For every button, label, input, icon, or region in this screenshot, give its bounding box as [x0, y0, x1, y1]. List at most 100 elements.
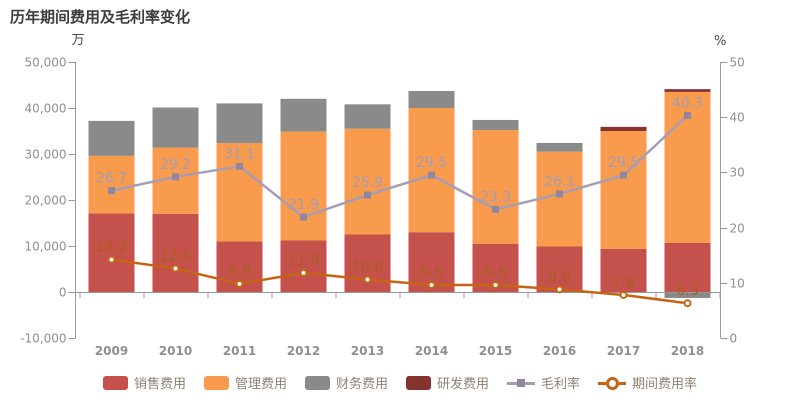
square-marker-icon	[517, 378, 526, 387]
data-label-period-expense-ratio-2017: 7.8	[612, 275, 634, 291]
data-label-period-expense-ratio-2013: 10.6	[352, 259, 383, 275]
data-label-gross-margin-2009: 26.7	[96, 171, 127, 187]
bar-segment-finance-expense-2016	[536, 142, 583, 152]
marker-gross-margin-2011	[236, 162, 243, 170]
legend-item-sales-expense[interactable]: 销售费用	[102, 373, 186, 392]
bar-segment-finance-expense-2014	[408, 90, 455, 108]
bar-segment-finance-expense-2012	[280, 98, 327, 132]
marker-gross-margin-2015	[492, 205, 499, 213]
x-axis-label-2010: 2010	[159, 344, 192, 358]
data-label-period-expense-ratio-2015: 9.6	[484, 265, 506, 281]
marker-gross-margin-2009	[108, 187, 115, 195]
marker-period-expense-ratio-2016	[555, 285, 564, 294]
bar-segment-admin-expense-2015	[472, 130, 519, 244]
bar-segment-rd-expense-2017	[600, 126, 647, 131]
legend-item-period-expense-ratio[interactable]: 期间费用率	[598, 373, 697, 392]
marker-gross-margin-2014	[428, 171, 435, 179]
x-axis-label-2018: 2018	[671, 344, 704, 358]
marker-period-expense-ratio-2011	[235, 279, 244, 288]
x-axis-label-2015: 2015	[479, 344, 512, 358]
x-axis-label-2013: 2013	[351, 344, 384, 358]
x-axis-label-2017: 2017	[607, 344, 640, 358]
data-label-gross-margin-2018: 40.3	[672, 96, 703, 112]
right-axis-tick-label: 30	[730, 166, 745, 180]
left-axis-tick-label: 20,000	[25, 194, 67, 208]
bar-segment-finance-expense-2013	[344, 104, 391, 129]
data-label-gross-margin-2013: 25.9	[352, 175, 383, 191]
line-gross-margin	[111, 114, 689, 219]
bar-segment-rd-expense-2018	[664, 89, 711, 92]
marker-gross-margin-2013	[364, 191, 371, 199]
data-label-gross-margin-2011: 31.1	[224, 146, 255, 162]
right-axis-tick-label: 20	[730, 222, 745, 236]
marker-period-expense-ratio-2015	[491, 281, 500, 290]
data-label-gross-margin-2016: 26.1	[544, 174, 575, 190]
chart-title: 历年期间费用及毛利率变化	[10, 8, 191, 26]
x-axis-label-2009: 2009	[95, 344, 128, 358]
marker-gross-margin-2010	[172, 173, 179, 181]
marker-period-expense-ratio-2017	[619, 290, 628, 299]
bar-segment-finance-expense-2018	[664, 292, 711, 298]
legend-label-period-expense-ratio: 期间费用率	[632, 377, 698, 392]
bar-segment-admin-expense-2017	[600, 131, 647, 249]
bar-segment-admin-expense-2014	[408, 108, 455, 233]
x-axis-label-2014: 2014	[415, 344, 448, 358]
bar-segment-sales-expense-2016	[536, 246, 583, 292]
left-axis-tick-label: 40,000	[25, 102, 67, 116]
left-axis-tick-label: 50,000	[25, 56, 67, 70]
bar-segment-finance-expense-2010	[152, 107, 199, 148]
bar-segment-finance-expense-2015	[472, 119, 519, 131]
right-axis-tick-label: 50	[730, 56, 745, 70]
line-period-expense-ratio	[111, 258, 688, 305]
left-axis-tick-label: 30,000	[25, 148, 67, 162]
left-axis-unit: 万	[72, 33, 85, 48]
data-label-gross-margin-2012: 21.9	[288, 197, 319, 213]
bar-segment-finance-expense-2009	[88, 120, 135, 156]
bar-segment-sales-expense-2010	[152, 213, 199, 292]
bar-segment-finance-expense-2011	[216, 103, 263, 143]
data-label-period-expense-ratio-2009: 14.2	[96, 240, 127, 256]
legend-label-finance-expense: 财务费用	[335, 377, 388, 392]
data-label-gross-margin-2015: 23.3	[480, 189, 511, 205]
marker-period-expense-ratio-2018	[683, 299, 692, 308]
left-axis-tick-label: 10,000	[25, 240, 67, 254]
right-axis-tick-label: 40	[730, 111, 745, 125]
finance-expense-swatch-icon	[304, 375, 330, 390]
data-label-period-expense-ratio-2012: 11.8	[288, 253, 319, 269]
marker-gross-margin-2018	[684, 112, 691, 120]
legend-item-gross-margin[interactable]: 毛利率	[507, 373, 580, 392]
data-label-period-expense-ratio-2011: 9.8	[228, 264, 250, 280]
x-axis-label-2012: 2012	[287, 344, 320, 358]
sales-expense-swatch-icon	[102, 375, 128, 390]
right-axis-unit: %	[714, 34, 726, 49]
bar-segment-admin-expense-2013	[344, 128, 391, 235]
data-label-gross-margin-2010: 29.2	[160, 157, 191, 173]
legend-item-rd-expense[interactable]: 研发费用	[406, 373, 489, 392]
marker-period-expense-ratio-2013	[363, 275, 372, 284]
marker-period-expense-ratio-2010	[171, 264, 180, 273]
legend-label-sales-expense: 销售费用	[133, 377, 186, 392]
marker-period-expense-ratio-2009	[107, 255, 116, 264]
marker-gross-margin-2017	[620, 171, 627, 179]
marker-gross-margin-2012	[300, 213, 307, 221]
admin-expense-swatch-icon	[203, 375, 229, 390]
bar-segment-sales-expense-2009	[88, 213, 135, 292]
legend-label-gross-margin: 毛利率	[541, 377, 581, 392]
x-axis-label-2016: 2016	[543, 344, 576, 358]
bar-segment-admin-expense-2016	[536, 151, 583, 247]
data-label-period-expense-ratio-2014: 9.6	[420, 265, 442, 281]
gross-margin-line-swatch-icon	[507, 376, 536, 390]
legend-item-admin-expense[interactable]: 管理费用	[203, 373, 287, 392]
data-label-period-expense-ratio-2016: 8.8	[548, 269, 570, 285]
legend-label-admin-expense: 管理费用	[234, 377, 287, 392]
legend-item-finance-expense[interactable]: 财务费用	[304, 373, 388, 392]
plot-area: 50,000 40,000 30,000 20,000 10,000 0 -10,000 50…	[20, 33, 745, 358]
bar-segment-sales-expense-2017	[600, 248, 647, 292]
bar-segment-admin-expense-2009	[88, 155, 135, 214]
period-expense-ratio-line-swatch-icon	[598, 376, 627, 390]
right-axis-tick-label: 0	[730, 332, 738, 346]
left-axis-tick-label: -10,000	[20, 332, 66, 346]
marker-period-expense-ratio-2014	[427, 281, 436, 290]
x-axis-label-2011: 2011	[223, 344, 256, 358]
data-label-period-expense-ratio-2018: 6.3	[676, 283, 698, 299]
